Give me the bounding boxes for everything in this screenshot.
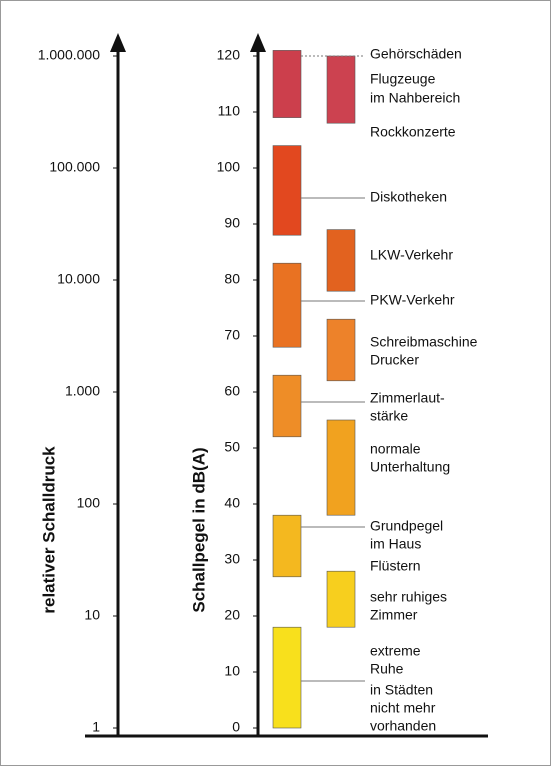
annotation: Flugzeuge	[370, 71, 436, 87]
y2-tick-label: 1.000.000	[38, 47, 100, 63]
annotation: Diskotheken	[370, 189, 447, 205]
y-tick-label: 110	[218, 103, 241, 119]
y2-tick-label: 10.000	[57, 271, 100, 287]
range-bar	[272, 514, 302, 578]
y-tick-label: 90	[224, 215, 240, 231]
range-bar	[326, 55, 356, 124]
range-bar	[326, 229, 356, 292]
range-bar	[272, 145, 302, 236]
annotation: Drucker	[370, 352, 419, 368]
annotation: in Städten	[370, 682, 433, 698]
range-bar	[326, 419, 356, 516]
annotation: stärke	[370, 408, 408, 424]
y-tick-label: 0	[232, 719, 240, 735]
annotation: Ruhe	[370, 661, 404, 677]
annotation: Zimmer	[370, 607, 418, 623]
y2-tick-label: 100.000	[49, 159, 100, 175]
y-axis-title: Schallpegel in dB(A)	[189, 447, 208, 612]
annotation: sehr ruhiges	[370, 589, 447, 605]
annotation: Gehörschäden	[370, 46, 462, 62]
annotation: LKW-Verkehr	[370, 247, 453, 263]
annotation: im Nahbereich	[370, 90, 460, 106]
right-arrow	[250, 33, 266, 52]
annotation: Unterhaltung	[370, 459, 450, 475]
range-bar	[326, 318, 356, 382]
y-tick-label: 100	[217, 159, 241, 175]
annotation: nicht mehr	[370, 700, 436, 716]
y2-tick-label: 1	[92, 719, 100, 735]
annotation: extreme	[370, 643, 421, 659]
y-tick-label: 80	[224, 271, 240, 287]
y-tick-label: 20	[224, 607, 240, 623]
range-bar	[272, 374, 302, 438]
y-tick-label: 10	[224, 663, 240, 679]
y-tick-label: 60	[224, 383, 240, 399]
y-tick-label: 70	[224, 327, 240, 343]
y2-axis-title: relativer Schalldruck	[39, 446, 58, 614]
annotation: Schreibmaschine	[370, 334, 478, 350]
y2-tick-label: 10	[84, 607, 100, 623]
y-tick-label: 30	[224, 551, 240, 567]
y-tick-label: 120	[217, 47, 241, 63]
annotation: Flüstern	[370, 558, 421, 574]
y2-tick-label: 100	[77, 495, 101, 511]
annotation: Grundpegel	[370, 518, 443, 534]
range-bar	[326, 570, 356, 628]
annotation: Zimmerlaut-	[370, 390, 445, 406]
annotation: normale	[370, 441, 421, 457]
y-tick-label: 50	[224, 439, 240, 455]
range-bar	[272, 50, 302, 118]
y2-tick-label: 1.000	[65, 383, 100, 399]
y-tick-label: 40	[224, 495, 240, 511]
annotation: Rockkonzerte	[370, 124, 456, 140]
left-arrow	[110, 33, 126, 52]
annotation: PKW-Verkehr	[370, 292, 455, 308]
range-bar	[272, 262, 302, 348]
annotation: vorhanden	[370, 718, 436, 734]
annotation: im Haus	[370, 536, 421, 552]
range-bar	[272, 626, 302, 729]
